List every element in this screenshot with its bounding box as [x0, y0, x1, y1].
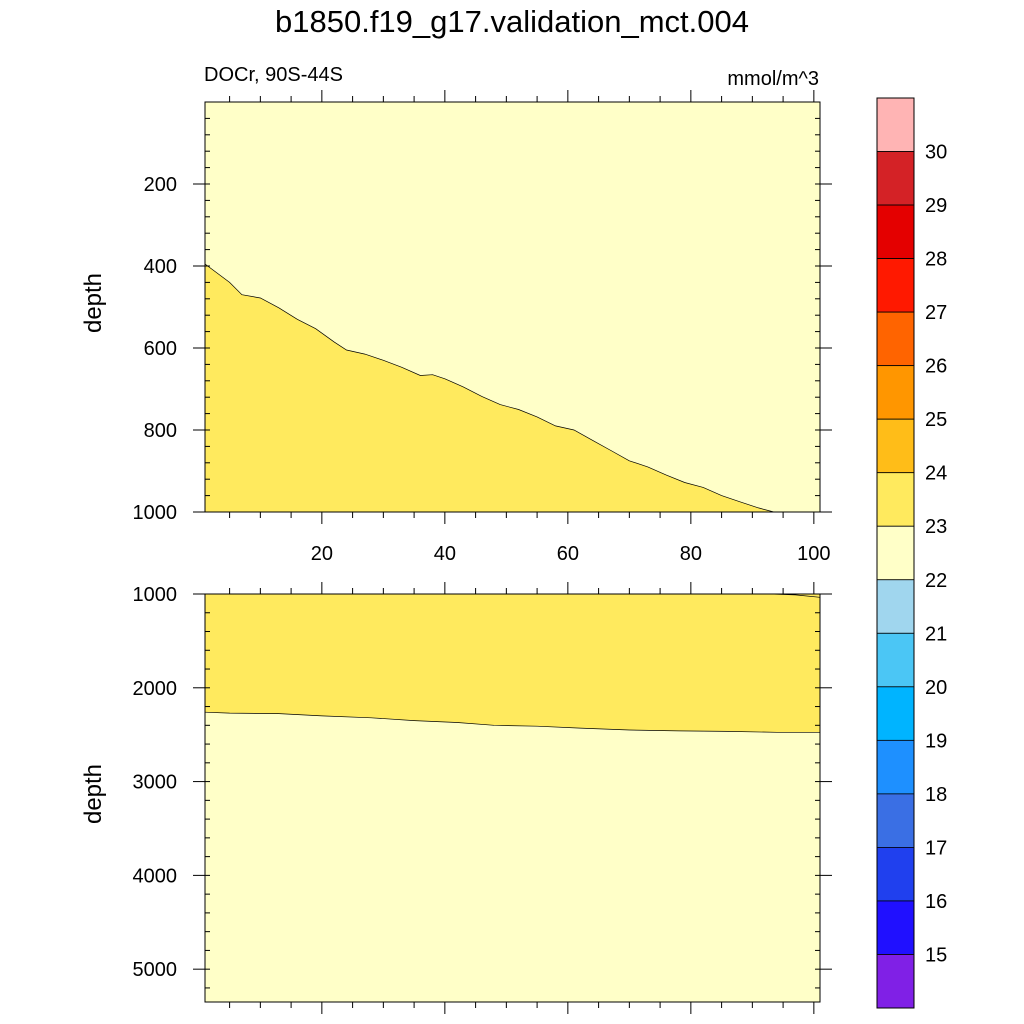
x-tick-label: 60	[557, 543, 579, 565]
colorbar-label: 29	[925, 195, 947, 217]
units-label: mmol/m^3	[727, 68, 819, 90]
colorbar-swatch	[876, 847, 915, 902]
y-tick-label: 1000	[133, 502, 178, 524]
colorbar-label: 25	[925, 409, 947, 431]
colorbar-swatch	[876, 472, 915, 527]
plot-frame	[204, 101, 821, 513]
y-axis-label: depth	[80, 273, 107, 333]
y-tick-label: 600	[144, 338, 177, 360]
y-tick-label: 4000	[133, 865, 178, 887]
y-tick-label: 200	[144, 174, 177, 196]
region-deep	[205, 264, 774, 512]
y-tick-label: 800	[144, 420, 177, 442]
colorbar-label: 16	[925, 891, 947, 913]
colorbar-frame	[876, 97, 915, 1009]
colorbar-swatch	[876, 151, 915, 206]
colorbar-label: 21	[925, 623, 947, 645]
chart-title: b1850.f19_g17.validation_mct.004	[275, 4, 749, 39]
colorbar-swatch	[876, 525, 915, 581]
colorbar-swatch	[876, 954, 915, 1009]
colorbar-label: 28	[925, 249, 947, 271]
colorbar-swatch	[876, 686, 915, 741]
colorbar-label: 18	[925, 784, 947, 806]
colorbar-swatch	[876, 365, 915, 420]
y-tick-label: 5000	[133, 959, 178, 981]
colorbar-label: 20	[925, 677, 947, 699]
colorbar-label: 19	[925, 730, 947, 752]
colorbar-swatch	[876, 311, 915, 367]
colorbar-label: 23	[925, 516, 947, 538]
y-tick-label: 400	[144, 256, 177, 278]
colorbar-swatch	[876, 739, 915, 795]
x-tick-label: 100	[797, 543, 830, 565]
colorbar-swatch	[876, 97, 915, 152]
colorbar-swatch	[876, 900, 915, 955]
y-tick-label: 1000	[133, 584, 178, 606]
region-label: DOCr, 90S-44S	[204, 64, 343, 86]
colorbar-swatch	[876, 632, 915, 688]
colorbar-swatch	[876, 258, 915, 313]
colorbar-label: 30	[925, 142, 947, 164]
x-tick-label: 80	[680, 543, 702, 565]
panel-lower: 1000 2000 3000 4000 5000 depth	[80, 582, 832, 1014]
x-tick-label: 20	[311, 543, 333, 565]
y-tick-label: 3000	[133, 772, 178, 794]
colorbar: 30 29 28 27 26 25 24 23 22 21 20 19 18 17 16 15	[876, 97, 947, 1009]
colorbar-swatch	[876, 204, 915, 259]
y-axis-label: depth	[80, 764, 107, 824]
y-tick-label: 2000	[133, 678, 178, 700]
colorbar-swatch	[876, 418, 915, 474]
colorbar-label: 27	[925, 302, 947, 324]
colorbar-label: 17	[925, 837, 947, 859]
colorbar-label: 24	[925, 463, 947, 485]
colorbar-label: 15	[925, 944, 947, 966]
plot-frame	[204, 593, 821, 1003]
colorbar-label: 22	[925, 570, 947, 592]
contour-line	[204, 263, 774, 513]
colorbar-swatch	[876, 579, 915, 634]
x-tick-label: 40	[434, 543, 456, 565]
panel-upper: 200 400 600 800 1000 20 40 60 80 100 depth	[80, 90, 832, 565]
contour-line	[204, 711, 820, 733]
region-upper	[205, 594, 820, 733]
colorbar-label: 26	[925, 356, 947, 378]
colorbar-swatch	[876, 793, 915, 848]
